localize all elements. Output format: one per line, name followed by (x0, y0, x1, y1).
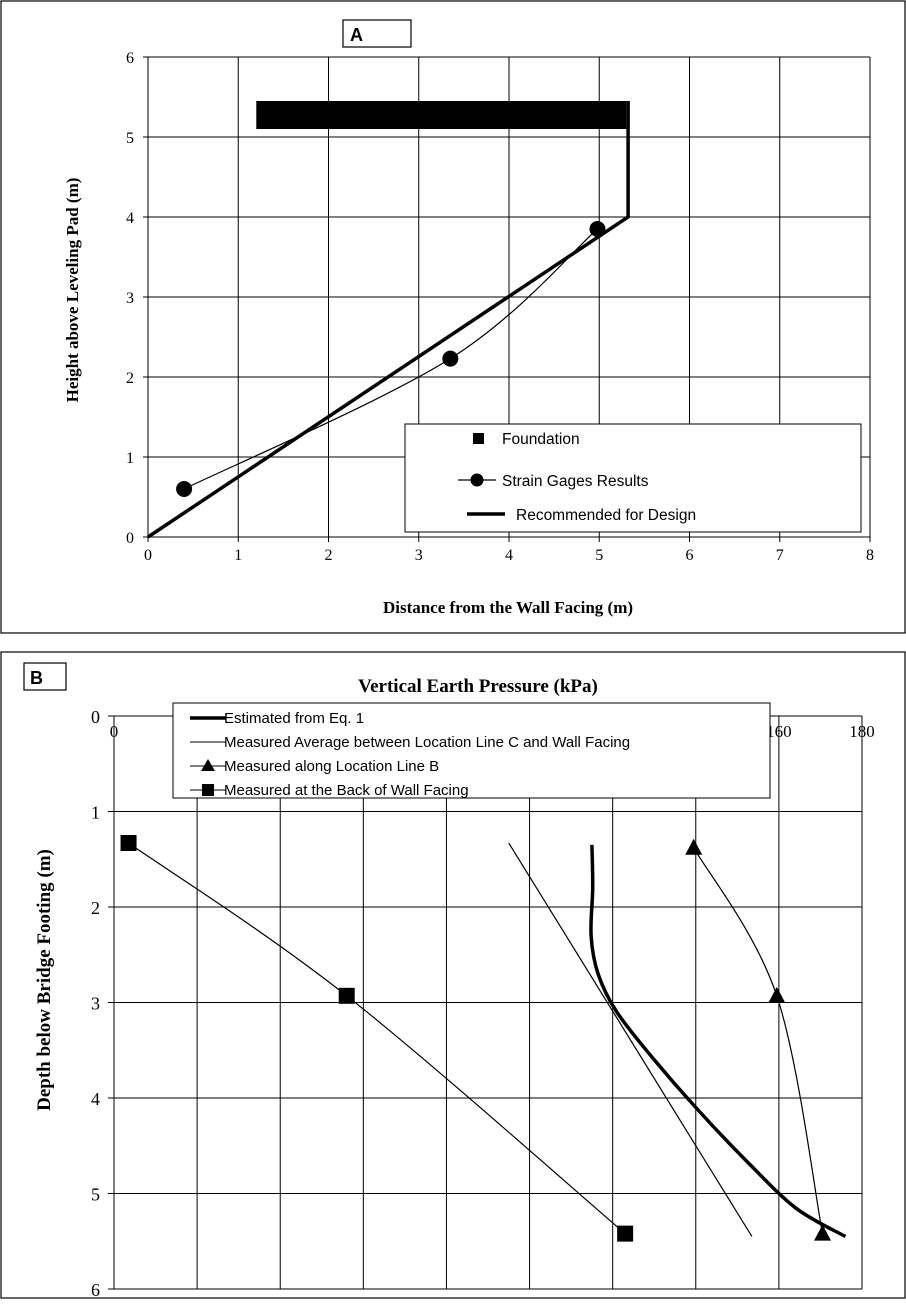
legend-estimated-label: Estimated from Eq. 1 (224, 710, 364, 727)
measured-average-line (508, 842, 753, 1237)
legend-back-wall-marker (202, 784, 214, 796)
legend-measured-average-label: Measured Average between Location Line C… (224, 734, 630, 751)
line-b-point (814, 1224, 832, 1241)
panel-a-x-tick-label: 5 (595, 547, 603, 564)
panel-a-label: A (350, 25, 363, 45)
panel-a-y-tick-label: 0 (126, 530, 134, 547)
panel-b-y-tick-label: 1 (91, 803, 100, 823)
panel-b-y-tick-label: 2 (91, 898, 100, 918)
panel-b-y-tick-label: 3 (91, 994, 100, 1014)
legend-line-b-label: Measured along Location Line B (224, 758, 439, 775)
strain-gage-point (442, 350, 459, 367)
panel-a-y-tick-label: 4 (126, 210, 134, 227)
legend-back-wall-label: Measured at the Back of Wall Facing (224, 782, 469, 799)
panel-b-y-tick-label: 5 (91, 1185, 100, 1205)
recommended-design-line (147, 101, 630, 539)
strain-gage-point (176, 481, 193, 497)
panel-a-y-tick-label: 6 (126, 50, 134, 67)
panel-a-legend: Foundation Strain Gages Results Recommen… (404, 423, 862, 533)
panel-b-y-axis-title: Depth below Bridge Footing (m) (34, 849, 55, 1111)
panel-b-x-tick-label: 0 (110, 722, 119, 741)
panel-a-frame (0, 0, 906, 634)
panel-b-x-tick-label: 180 (849, 722, 875, 741)
panel-b-y-tick-label: 4 (91, 1089, 100, 1109)
panel-a-x-tick-label: 7 (776, 547, 784, 564)
legend-line-b-marker (201, 759, 215, 771)
legend-foundation-label: Foundation (502, 431, 580, 448)
legend-strain-gages-marker (470, 473, 484, 487)
panel-a-y-tick-label: 2 (126, 370, 134, 387)
panel-b-x-tick-label: 160 (766, 722, 792, 741)
back-wall-line (128, 842, 626, 1235)
panel-a-y-tick-label: 1 (126, 450, 134, 467)
line-b-line (693, 847, 824, 1234)
panel-a-y-tick-label: 5 (126, 130, 134, 147)
panel-b-label-box (23, 662, 67, 691)
panel-a-x-axis-title: Distance from the Wall Facing (m) (383, 598, 633, 617)
back-wall-point (338, 987, 355, 1004)
panel-a-x-tick-label: 8 (866, 547, 874, 564)
panel-a-x-tick-label: 2 (325, 547, 333, 564)
panel-b-legend-box (172, 702, 771, 799)
panel-b-y-tick-label: 0 (91, 707, 100, 727)
panel-a-x-tick-label: 3 (415, 547, 423, 564)
panel-b-legend: Estimated from Eq. 1 Measured Average be… (172, 702, 771, 799)
panel-b-y-tick-label: 6 (91, 1280, 100, 1300)
legend-recommended-label: Recommended for Design (516, 507, 696, 524)
legend-strain-gages-label: Strain Gages Results (502, 473, 649, 490)
back-wall-point (617, 1225, 634, 1242)
panel-b-frame (0, 651, 906, 1299)
panel-a-plot: 0 1 2 3 4 5 6 7 8 0 1 2 3 4 5 6 (126, 50, 874, 564)
panel-a-label-box (342, 19, 412, 48)
panel-b-label: B (30, 668, 43, 688)
panel-a-x-tick-label: 4 (505, 547, 513, 564)
line-b-point (685, 838, 703, 855)
panel-a-y-tick-label: 3 (126, 290, 134, 307)
line-b-point (768, 986, 786, 1003)
back-wall-point (120, 835, 137, 852)
estimated-eq1-line (589, 844, 847, 1239)
foundation-bar (256, 101, 627, 129)
panel-a-x-tick-label: 6 (686, 547, 694, 564)
legend-foundation-swatch (473, 433, 484, 444)
panel-b-title: Vertical Earth Pressure (kPa) (358, 676, 598, 697)
panel-a-y-axis-title: Height above Leveling Pad (m) (63, 178, 82, 403)
panel-a-x-tick-label: 1 (234, 547, 242, 564)
panel-a-x-tick-label: 0 (144, 547, 152, 564)
